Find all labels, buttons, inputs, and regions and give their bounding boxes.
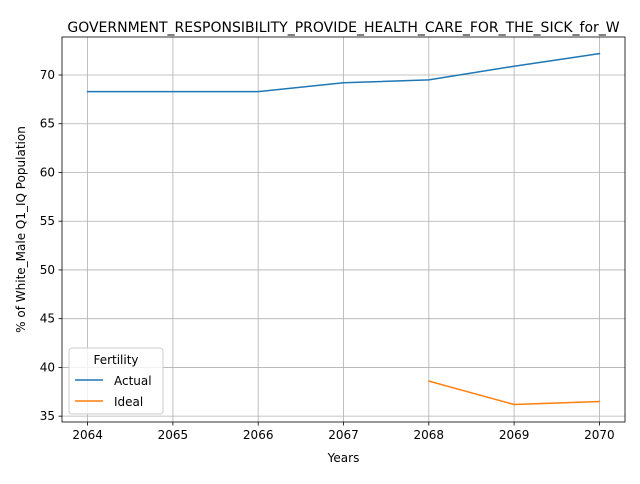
y-tick-label: 50 (40, 263, 55, 277)
series-line-actual (86, 52, 601, 93)
legend-box (68, 347, 164, 415)
series-line-ideal (427, 380, 601, 406)
x-axis-label: Years (327, 451, 360, 465)
x-tick-label: 2068 (414, 428, 445, 442)
legend: Fertility Actual Ideal (68, 347, 164, 415)
y-tick-label: 35 (40, 409, 55, 423)
y-tick-label: 45 (40, 312, 55, 326)
legend-label-ideal: Ideal (114, 395, 143, 409)
series-lines (86, 52, 601, 406)
x-tick-label: 2065 (158, 428, 189, 442)
chart-title: GOVERNMENT_RESPONSIBILITY_PROVIDE_HEALTH… (67, 20, 619, 36)
legend-label-actual: Actual (114, 374, 152, 388)
y-tick-label: 65 (40, 117, 55, 131)
y-tick-label: 70 (40, 68, 55, 82)
legend-title: Fertility (93, 353, 138, 367)
y-tick-label: 40 (40, 360, 55, 374)
y-axis-label: % of White_Male Q1_IQ Population (14, 126, 28, 333)
y-tick-label: 60 (40, 165, 55, 179)
x-tick-label: 2066 (243, 428, 274, 442)
x-tick-label: 2067 (328, 428, 359, 442)
x-tick-label: 2064 (72, 428, 103, 442)
x-tick-label: 2069 (499, 428, 530, 442)
x-tick-label: 2070 (584, 428, 615, 442)
axis-ticks: 2064 2065 2066 2067 2068 2069 2070 35 40 45 50 55 60… (40, 68, 615, 442)
y-tick-label: 55 (40, 214, 55, 228)
